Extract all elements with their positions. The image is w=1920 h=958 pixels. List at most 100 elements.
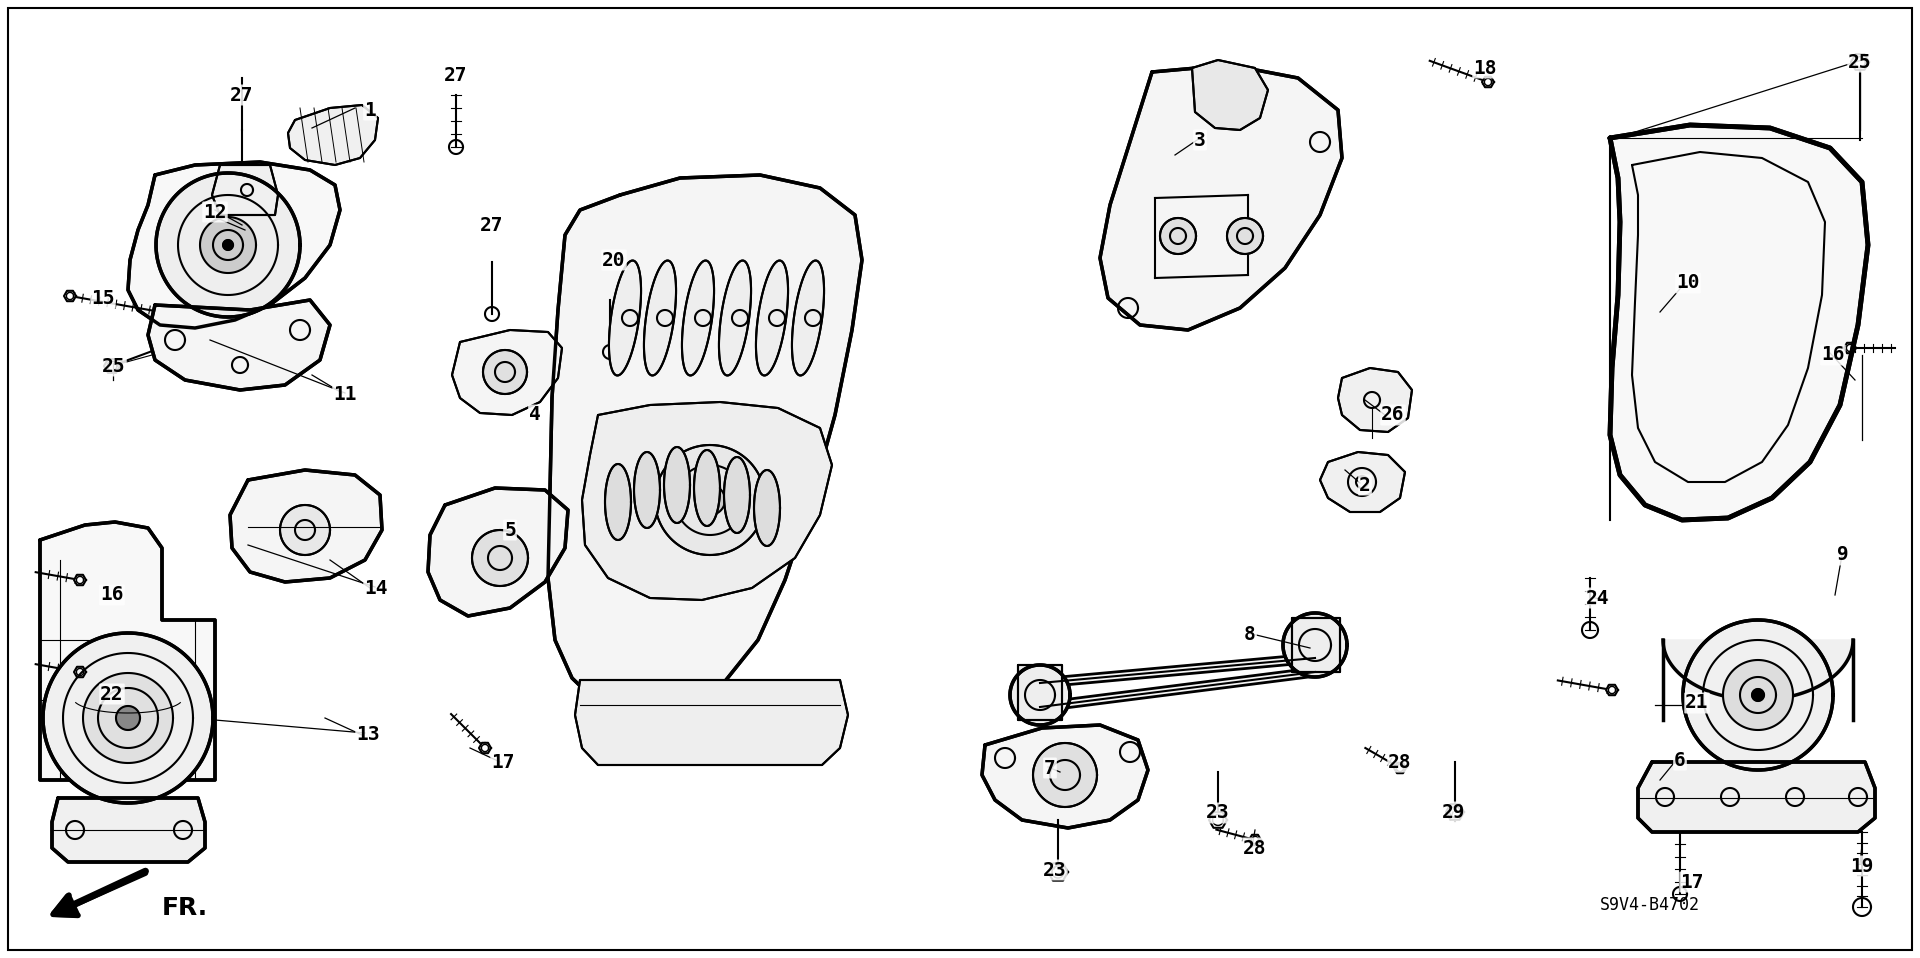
Polygon shape bbox=[223, 240, 232, 250]
Polygon shape bbox=[83, 673, 173, 763]
Polygon shape bbox=[472, 530, 528, 586]
Text: 23: 23 bbox=[1043, 860, 1068, 879]
Polygon shape bbox=[200, 217, 255, 273]
Text: 6: 6 bbox=[1674, 750, 1686, 769]
Text: 12: 12 bbox=[204, 202, 227, 221]
Polygon shape bbox=[1227, 218, 1263, 254]
Polygon shape bbox=[104, 359, 119, 373]
Polygon shape bbox=[693, 450, 720, 526]
Polygon shape bbox=[1210, 812, 1227, 828]
Polygon shape bbox=[280, 505, 330, 555]
Text: 7: 7 bbox=[1044, 759, 1056, 778]
Polygon shape bbox=[1018, 665, 1062, 720]
Polygon shape bbox=[42, 633, 213, 803]
Polygon shape bbox=[1048, 863, 1068, 880]
Polygon shape bbox=[605, 464, 632, 540]
Polygon shape bbox=[643, 261, 676, 376]
Polygon shape bbox=[695, 485, 726, 515]
Polygon shape bbox=[682, 261, 714, 376]
Text: 22: 22 bbox=[100, 685, 123, 703]
Polygon shape bbox=[574, 680, 849, 765]
Polygon shape bbox=[718, 261, 751, 376]
Polygon shape bbox=[129, 162, 340, 328]
Polygon shape bbox=[791, 261, 824, 376]
Polygon shape bbox=[40, 522, 215, 780]
Text: 14: 14 bbox=[365, 579, 388, 598]
Polygon shape bbox=[664, 447, 689, 523]
Polygon shape bbox=[609, 261, 641, 376]
Text: 29: 29 bbox=[1442, 803, 1465, 822]
Polygon shape bbox=[1638, 762, 1876, 832]
Polygon shape bbox=[1160, 218, 1196, 254]
Text: 28: 28 bbox=[1244, 838, 1267, 857]
Polygon shape bbox=[1292, 618, 1340, 672]
Text: 27: 27 bbox=[230, 85, 253, 104]
Polygon shape bbox=[582, 402, 831, 600]
Text: 1: 1 bbox=[365, 101, 376, 120]
Polygon shape bbox=[981, 725, 1148, 828]
Polygon shape bbox=[230, 470, 382, 582]
Text: 25: 25 bbox=[102, 356, 125, 376]
Polygon shape bbox=[1100, 65, 1342, 330]
Text: 2: 2 bbox=[1359, 475, 1371, 494]
Polygon shape bbox=[1482, 77, 1494, 87]
Text: 20: 20 bbox=[603, 250, 626, 269]
Polygon shape bbox=[1851, 55, 1868, 70]
Polygon shape bbox=[75, 667, 86, 677]
Text: 19: 19 bbox=[1851, 856, 1874, 876]
Polygon shape bbox=[724, 457, 751, 533]
Text: 10: 10 bbox=[1676, 273, 1699, 292]
Polygon shape bbox=[451, 330, 563, 415]
Text: 17: 17 bbox=[1680, 873, 1703, 892]
Text: 16: 16 bbox=[100, 585, 123, 604]
Polygon shape bbox=[428, 488, 568, 616]
Polygon shape bbox=[52, 798, 205, 862]
Polygon shape bbox=[484, 350, 526, 394]
Text: 5: 5 bbox=[505, 520, 516, 539]
Text: 18: 18 bbox=[1473, 58, 1498, 78]
Text: S9V4-B4702: S9V4-B4702 bbox=[1599, 896, 1699, 914]
Polygon shape bbox=[1684, 620, 1834, 770]
Text: 16: 16 bbox=[1822, 346, 1845, 364]
Polygon shape bbox=[1283, 613, 1348, 677]
Text: 11: 11 bbox=[334, 385, 357, 404]
Polygon shape bbox=[634, 452, 660, 528]
Polygon shape bbox=[547, 175, 862, 715]
Text: 3: 3 bbox=[1194, 130, 1206, 149]
Polygon shape bbox=[1446, 804, 1463, 820]
Polygon shape bbox=[1843, 343, 1857, 354]
Polygon shape bbox=[1192, 60, 1267, 130]
Polygon shape bbox=[655, 445, 764, 555]
Polygon shape bbox=[1663, 640, 1853, 700]
Text: 27: 27 bbox=[480, 216, 503, 235]
Polygon shape bbox=[1321, 452, 1405, 512]
Polygon shape bbox=[1338, 368, 1411, 432]
Polygon shape bbox=[115, 706, 140, 730]
Polygon shape bbox=[1250, 834, 1261, 845]
Polygon shape bbox=[478, 742, 492, 753]
Polygon shape bbox=[148, 300, 330, 390]
Polygon shape bbox=[75, 575, 86, 585]
Polygon shape bbox=[156, 173, 300, 317]
Polygon shape bbox=[1611, 125, 1868, 520]
Polygon shape bbox=[1010, 665, 1069, 725]
Text: FR.: FR. bbox=[161, 896, 207, 920]
Text: 26: 26 bbox=[1380, 405, 1405, 424]
Text: 28: 28 bbox=[1388, 752, 1411, 771]
Text: 27: 27 bbox=[444, 65, 468, 84]
Text: 8: 8 bbox=[1244, 626, 1256, 645]
Polygon shape bbox=[1033, 743, 1096, 807]
Text: 25: 25 bbox=[1849, 53, 1872, 72]
Polygon shape bbox=[288, 105, 378, 165]
Polygon shape bbox=[1605, 685, 1619, 696]
Text: 15: 15 bbox=[92, 288, 115, 308]
Text: 13: 13 bbox=[357, 725, 380, 744]
Text: 21: 21 bbox=[1686, 694, 1709, 713]
Text: 9: 9 bbox=[1837, 545, 1849, 564]
Polygon shape bbox=[1722, 660, 1793, 730]
Polygon shape bbox=[63, 291, 77, 301]
Polygon shape bbox=[211, 165, 278, 215]
Text: 4: 4 bbox=[530, 405, 541, 424]
Polygon shape bbox=[1394, 763, 1405, 773]
Polygon shape bbox=[755, 470, 780, 546]
